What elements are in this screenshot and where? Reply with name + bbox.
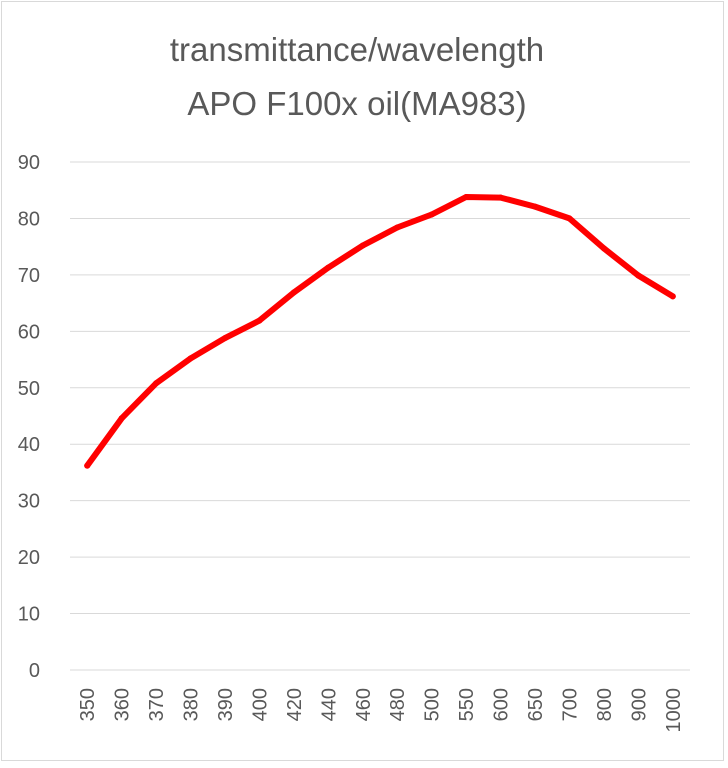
x-tick-label-360: 360 [112,688,134,721]
data-point-350 [84,462,91,469]
data-point-420 [290,289,297,296]
data-point-650 [532,203,538,210]
y-tick-label-20: 20 [18,547,40,569]
y-tick-label-0: 0 [29,660,40,682]
data-point-550 [463,193,470,200]
data-point-700 [566,215,573,222]
data-point-1000 [669,293,676,300]
x-tick-label-400: 400 [249,688,271,721]
x-tick-label-1000: 1000 [663,688,685,733]
gridlines [70,161,690,671]
x-tick-label-440: 440 [318,688,340,721]
x-tick-label-900: 900 [628,688,650,721]
data-point-360 [118,415,125,422]
y-tick-label-90: 90 [18,152,40,174]
y-tick-label-10: 10 [18,604,40,626]
data-point-480 [394,224,401,231]
x-tick-label-370: 370 [146,688,168,721]
x-tick-label-390: 390 [215,688,237,721]
data-point-600 [497,194,504,201]
y-tick-label-50: 50 [18,378,40,400]
x-tick-label-650: 650 [525,688,547,721]
x-tick-label-800: 800 [594,688,616,721]
data-point-390 [222,335,228,342]
chart-title-line-2: APO F100x oil(MA983) [187,85,527,122]
data-point-400 [256,317,263,324]
data-point-460 [359,242,366,249]
y-tick-label-40: 40 [18,434,40,456]
x-tick-label-480: 480 [387,688,409,721]
series-line-0 [84,194,676,469]
data-point-900 [635,272,642,279]
x-tick-label-600: 600 [491,688,513,721]
y-tick-label-80: 80 [18,208,40,230]
x-tick-label-380: 380 [181,688,203,721]
data-point-380 [187,355,194,362]
chart-title-line-1: transmittance/wavelength [169,31,545,68]
x-tick-label-460: 460 [353,688,375,721]
data-point-370 [153,380,160,387]
series-group [84,193,676,469]
y-tick-label-70: 70 [18,265,40,287]
x-tick-label-550: 550 [456,688,478,721]
data-point-500 [428,211,435,218]
data-point-440 [325,264,332,271]
y-axis-tick-labels: 0 10 20 30 40 50 60 70 80 90 [18,152,40,682]
x-axis-tick-labels: 350 360 370 380 390 400 420 440 460 480 500 550 600 6… [77,688,685,733]
x-tick-label-420: 420 [284,688,306,721]
y-tick-label-30: 30 [18,491,40,513]
x-tick-label-500: 500 [422,688,444,721]
y-tick-label-60: 60 [18,321,40,343]
x-tick-label-350: 350 [77,688,99,721]
x-tick-label-700: 700 [559,688,581,721]
data-point-800 [600,245,607,252]
